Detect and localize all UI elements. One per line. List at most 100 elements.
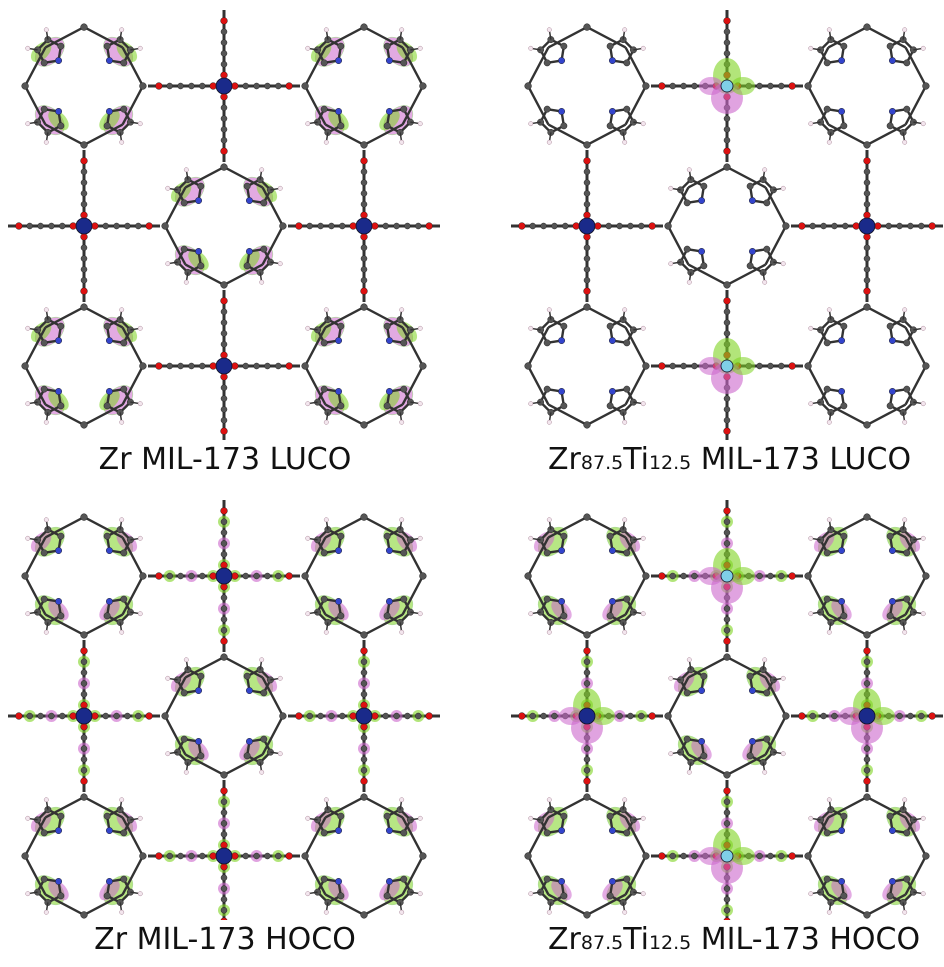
carbon-atom xyxy=(360,244,368,251)
carbon-atom xyxy=(220,874,228,881)
hydrogen-atom xyxy=(183,279,189,285)
oxygen-atom xyxy=(145,712,153,720)
nitrogen-atom xyxy=(888,337,896,345)
nitrogen-atom xyxy=(698,687,706,695)
hydrogen-atom xyxy=(546,629,552,635)
carbon-atom xyxy=(623,829,631,837)
nitrogen-atom xyxy=(838,107,846,115)
carbon-atom xyxy=(903,59,911,67)
carbon-atom xyxy=(57,402,65,410)
oxygen-atom xyxy=(658,82,666,90)
hydrogen-atom xyxy=(165,675,171,681)
hydrogen-atom xyxy=(640,815,646,821)
hydrogen-atom xyxy=(137,611,143,617)
orbital-lobe xyxy=(871,707,895,725)
hydrogen-atom xyxy=(417,325,423,331)
carbon-atom xyxy=(400,875,408,883)
carbon-atom xyxy=(583,513,591,521)
nitrogen-atom xyxy=(838,387,846,395)
carbon-atom xyxy=(583,911,591,919)
carbon-atom xyxy=(161,222,169,230)
hydrogen-atom xyxy=(399,419,405,425)
oxygen-atom xyxy=(15,712,23,720)
carbon-atom xyxy=(220,163,228,171)
hydrogen-atom xyxy=(323,419,329,425)
oxygen-atom xyxy=(371,712,379,720)
nitrogen-atom xyxy=(558,57,566,65)
carbon-atom xyxy=(80,669,88,676)
oxygen-atom xyxy=(285,572,293,580)
carbon-atom xyxy=(683,689,691,697)
porphyrin xyxy=(664,163,790,289)
carbon-atom xyxy=(723,518,731,525)
carbon-atom xyxy=(57,322,65,330)
carbon-atom xyxy=(886,612,894,620)
carbon-atom xyxy=(723,308,731,315)
hydrogen-atom xyxy=(25,535,31,541)
oxygen-atom xyxy=(798,712,806,720)
carbon-atom xyxy=(543,595,551,603)
carbon-atom xyxy=(680,362,687,370)
nitrogen-atom xyxy=(838,597,846,605)
carbon-atom xyxy=(804,82,812,90)
hydrogen-atom xyxy=(622,27,628,33)
zirconium-atom xyxy=(75,217,93,235)
oxygen-atom xyxy=(220,71,228,79)
titanium-atom xyxy=(720,79,734,93)
hydrogen-atom xyxy=(277,675,283,681)
carbon-atom xyxy=(723,809,731,816)
hydrogen-atom xyxy=(622,139,628,145)
hydrogen-atom xyxy=(323,307,329,313)
carbon-atom xyxy=(40,549,48,557)
oxygen-atom xyxy=(231,82,239,90)
carbon-atom xyxy=(360,513,368,521)
carbon-atom xyxy=(627,712,634,720)
carbon-atom xyxy=(885,222,892,230)
carbon-atom xyxy=(543,385,551,393)
hydrogen-atom xyxy=(183,167,189,173)
hydrogen-atom xyxy=(622,797,628,803)
porphyrin xyxy=(524,23,650,149)
carbon-atom xyxy=(337,122,345,130)
caption-zrti-hoco: Zr87.5Ti12.5 MIL-173 HOCO xyxy=(548,922,920,957)
oxygen-atom xyxy=(91,712,99,720)
hydrogen-atom xyxy=(826,517,832,523)
hydrogen-atom xyxy=(399,797,405,803)
hydrogen-atom xyxy=(305,401,311,407)
carbon-atom xyxy=(360,756,368,763)
carbon-atom xyxy=(823,105,831,113)
carbon-atom xyxy=(177,82,184,90)
carbon-atom xyxy=(199,572,206,580)
hydrogen-atom xyxy=(25,815,31,821)
hydrogen-atom xyxy=(399,307,405,313)
oxygen-atom xyxy=(583,233,591,241)
carbon-atom xyxy=(863,658,871,665)
hydrogen-atom xyxy=(119,419,125,425)
carbon-atom xyxy=(543,829,551,837)
nitrogen-atom xyxy=(558,107,566,115)
hydrogen-atom xyxy=(119,517,125,523)
carbon-atom xyxy=(723,137,731,144)
oxygen-atom xyxy=(360,211,368,219)
hydrogen-atom xyxy=(119,909,125,915)
hydrogen-atom xyxy=(399,909,405,915)
nitrogen-atom xyxy=(105,337,113,345)
carbon-atom xyxy=(543,875,551,883)
carbon-atom xyxy=(220,115,228,122)
carbon-atom xyxy=(80,266,88,273)
nitrogen-atom xyxy=(335,597,343,605)
carbon-atom xyxy=(782,222,790,230)
oxygen-atom xyxy=(360,157,368,165)
carbon-atom xyxy=(823,385,831,393)
carbon-atom xyxy=(543,339,551,347)
carbon-atom xyxy=(896,712,903,720)
carbon-atom xyxy=(863,266,871,273)
zirconium-atom xyxy=(215,77,233,95)
oxygen-atom xyxy=(155,82,163,90)
nitrogen-atom xyxy=(105,597,113,605)
carbon-atom xyxy=(220,39,228,46)
oxygen-atom xyxy=(518,222,526,230)
carbon-atom xyxy=(120,595,128,603)
hydrogen-atom xyxy=(762,279,768,285)
zirconium-atom xyxy=(578,707,596,725)
